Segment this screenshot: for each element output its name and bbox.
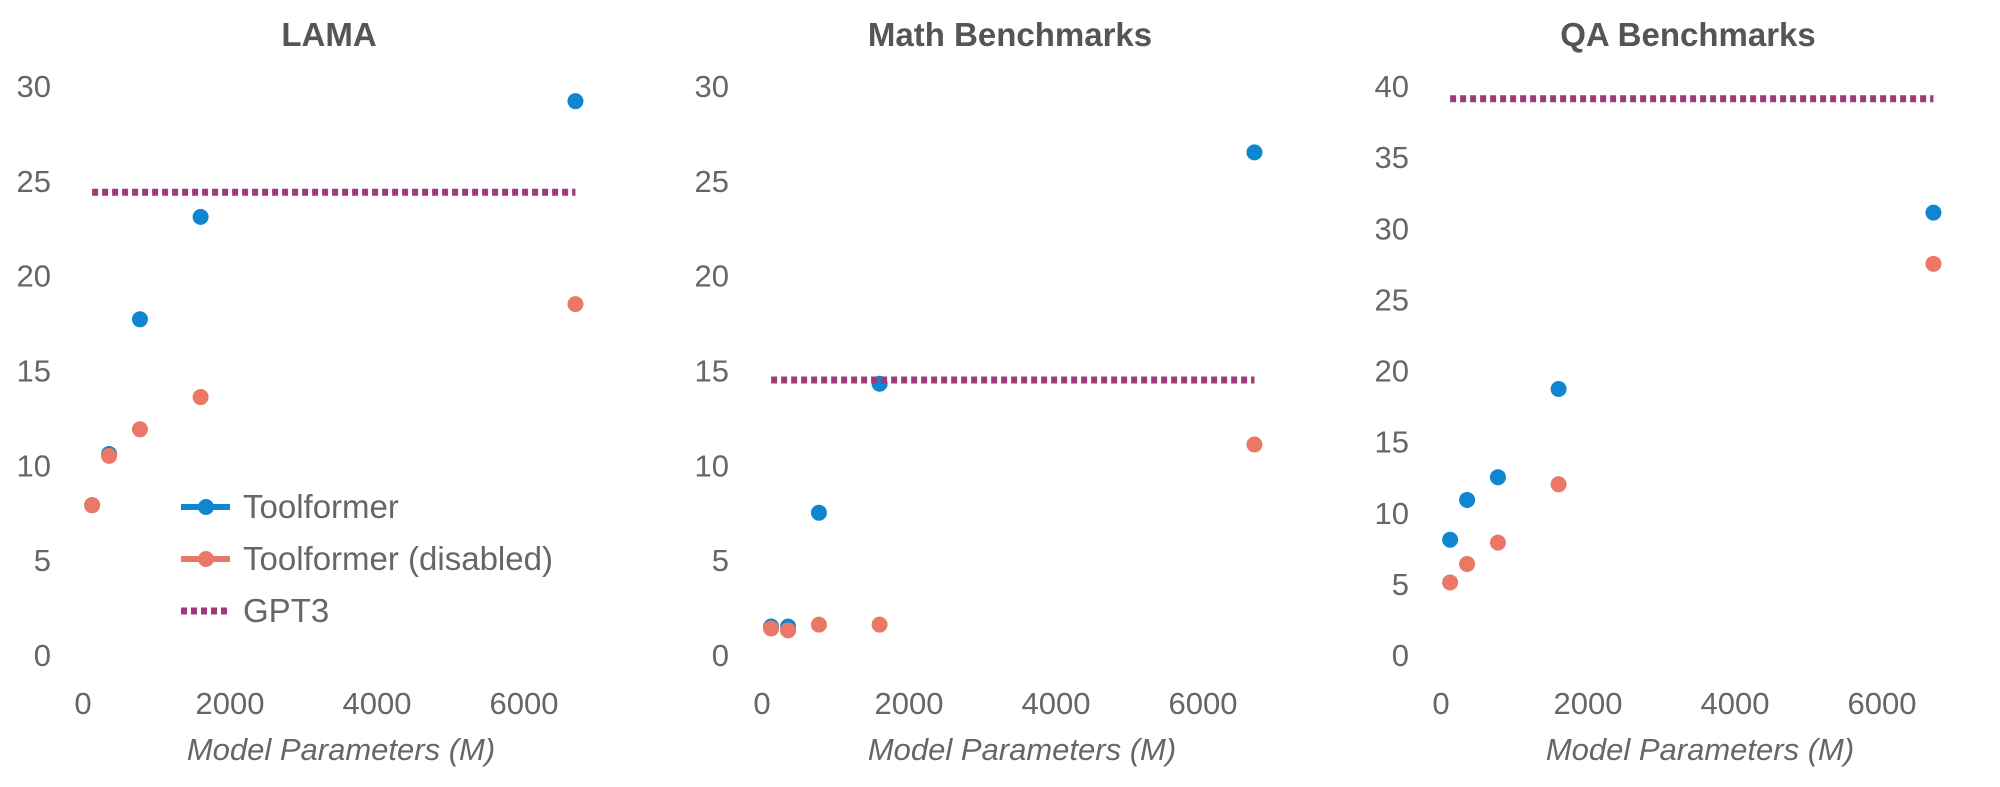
y-tick-label: 25 — [1375, 282, 1409, 317]
data-point — [1550, 380, 1567, 397]
data-point — [131, 421, 148, 438]
y-tick-label: 30 — [695, 69, 729, 104]
legend-swatch-marker — [198, 499, 214, 515]
x-tick-label: 2000 — [196, 686, 265, 721]
data-point — [1442, 574, 1459, 591]
y-tick-label: 0 — [1392, 638, 1409, 673]
x-tick-label: 0 — [1432, 686, 1449, 721]
x-tick-label: 6000 — [490, 686, 559, 721]
series-toolformer-disabled — [763, 436, 1263, 639]
data-point — [131, 311, 148, 328]
legend-item-toolformer-disabled: Toolformer (disabled) — [181, 540, 553, 577]
x-tick-label: 4000 — [1701, 686, 1770, 721]
data-point — [101, 447, 118, 464]
y-tick-label: 25 — [17, 164, 51, 199]
y-tick-label: 25 — [695, 164, 729, 199]
chart-title: QA Benchmarks — [1560, 16, 1816, 53]
y-tick-label: 10 — [695, 448, 729, 483]
data-point — [84, 497, 101, 514]
y-tick-label: 10 — [17, 448, 51, 483]
x-tick-label: 6000 — [1169, 686, 1238, 721]
y-tick-label: 15 — [17, 354, 51, 389]
x-tick-label: 4000 — [1022, 686, 1091, 721]
data-point — [763, 620, 780, 637]
data-point — [1925, 255, 1942, 272]
y-tick-label: 5 — [712, 543, 729, 578]
x-tick-label: 0 — [74, 686, 91, 721]
y-tick-label: 10 — [1375, 496, 1409, 531]
data-point — [810, 616, 827, 633]
x-axis-label: Model Parameters (M) — [187, 732, 495, 767]
x-tick-label: 0 — [753, 686, 770, 721]
x-axis-label: Model Parameters (M) — [1546, 732, 1854, 767]
x-axis-label: Model Parameters (M) — [868, 732, 1176, 767]
data-point — [1925, 204, 1942, 221]
legend-item-gpt3: GPT3 — [181, 592, 329, 629]
x-tick-label: 6000 — [1848, 686, 1917, 721]
data-point — [1489, 469, 1506, 486]
x-tick-label: 2000 — [1554, 686, 1623, 721]
data-point — [810, 504, 827, 521]
data-point — [780, 622, 797, 639]
chart-panel-lama: LAMA 0 5 10 15 20 25 30 0 2000 4000 6000 Model Param… — [17, 16, 584, 767]
series-toolformer — [1442, 204, 1942, 548]
y-tick-label: 5 — [34, 543, 51, 578]
series-toolformer-disabled — [1442, 255, 1942, 591]
x-tick-label: 2000 — [875, 686, 944, 721]
y-tick-label: 15 — [695, 354, 729, 389]
y-tick-label: 0 — [34, 638, 51, 673]
legend-swatch-marker — [198, 551, 214, 567]
data-point — [1246, 144, 1263, 161]
y-tick-label: 20 — [1375, 354, 1409, 389]
legend: Toolformer Toolformer (disabled) GPT3 — [181, 488, 553, 629]
chart-panel-qa-benchmarks: QA Benchmarks 0 5 10 15 20 25 30 35 40 0 2000 4000 60… — [1375, 16, 1942, 767]
y-tick-label: 15 — [1375, 425, 1409, 460]
series-toolformer-disabled — [84, 296, 584, 514]
x-tick-label: 4000 — [343, 686, 412, 721]
y-tick-label: 30 — [17, 69, 51, 104]
legend-item-toolformer: Toolformer — [181, 488, 399, 525]
data-point — [1459, 491, 1476, 508]
data-point — [567, 93, 584, 110]
data-point — [871, 616, 888, 633]
series-toolformer — [84, 93, 584, 514]
y-tick-label: 20 — [17, 259, 51, 294]
y-tick-label: 35 — [1375, 140, 1409, 175]
y-tick-label: 0 — [712, 638, 729, 673]
series-toolformer — [763, 144, 1263, 635]
y-tick-label: 30 — [1375, 211, 1409, 246]
chart-title: Math Benchmarks — [868, 16, 1152, 53]
data-point — [192, 208, 209, 225]
data-point — [1489, 534, 1506, 551]
y-tick-label: 20 — [695, 259, 729, 294]
data-point — [567, 296, 584, 313]
legend-label: Toolformer — [243, 488, 399, 525]
data-point — [1246, 436, 1263, 453]
chart-title: LAMA — [281, 16, 376, 53]
legend-label: GPT3 — [243, 592, 329, 629]
data-point — [1459, 555, 1476, 572]
chart-panel-math-benchmarks: Math Benchmarks 0 5 10 15 20 25 30 0 2000 4000 6000… — [695, 16, 1263, 767]
data-point — [1550, 476, 1567, 493]
data-point — [192, 389, 209, 406]
data-point — [1442, 531, 1459, 548]
legend-label: Toolformer (disabled) — [243, 540, 553, 577]
y-tick-label: 5 — [1392, 567, 1409, 602]
y-tick-label: 40 — [1375, 69, 1409, 104]
